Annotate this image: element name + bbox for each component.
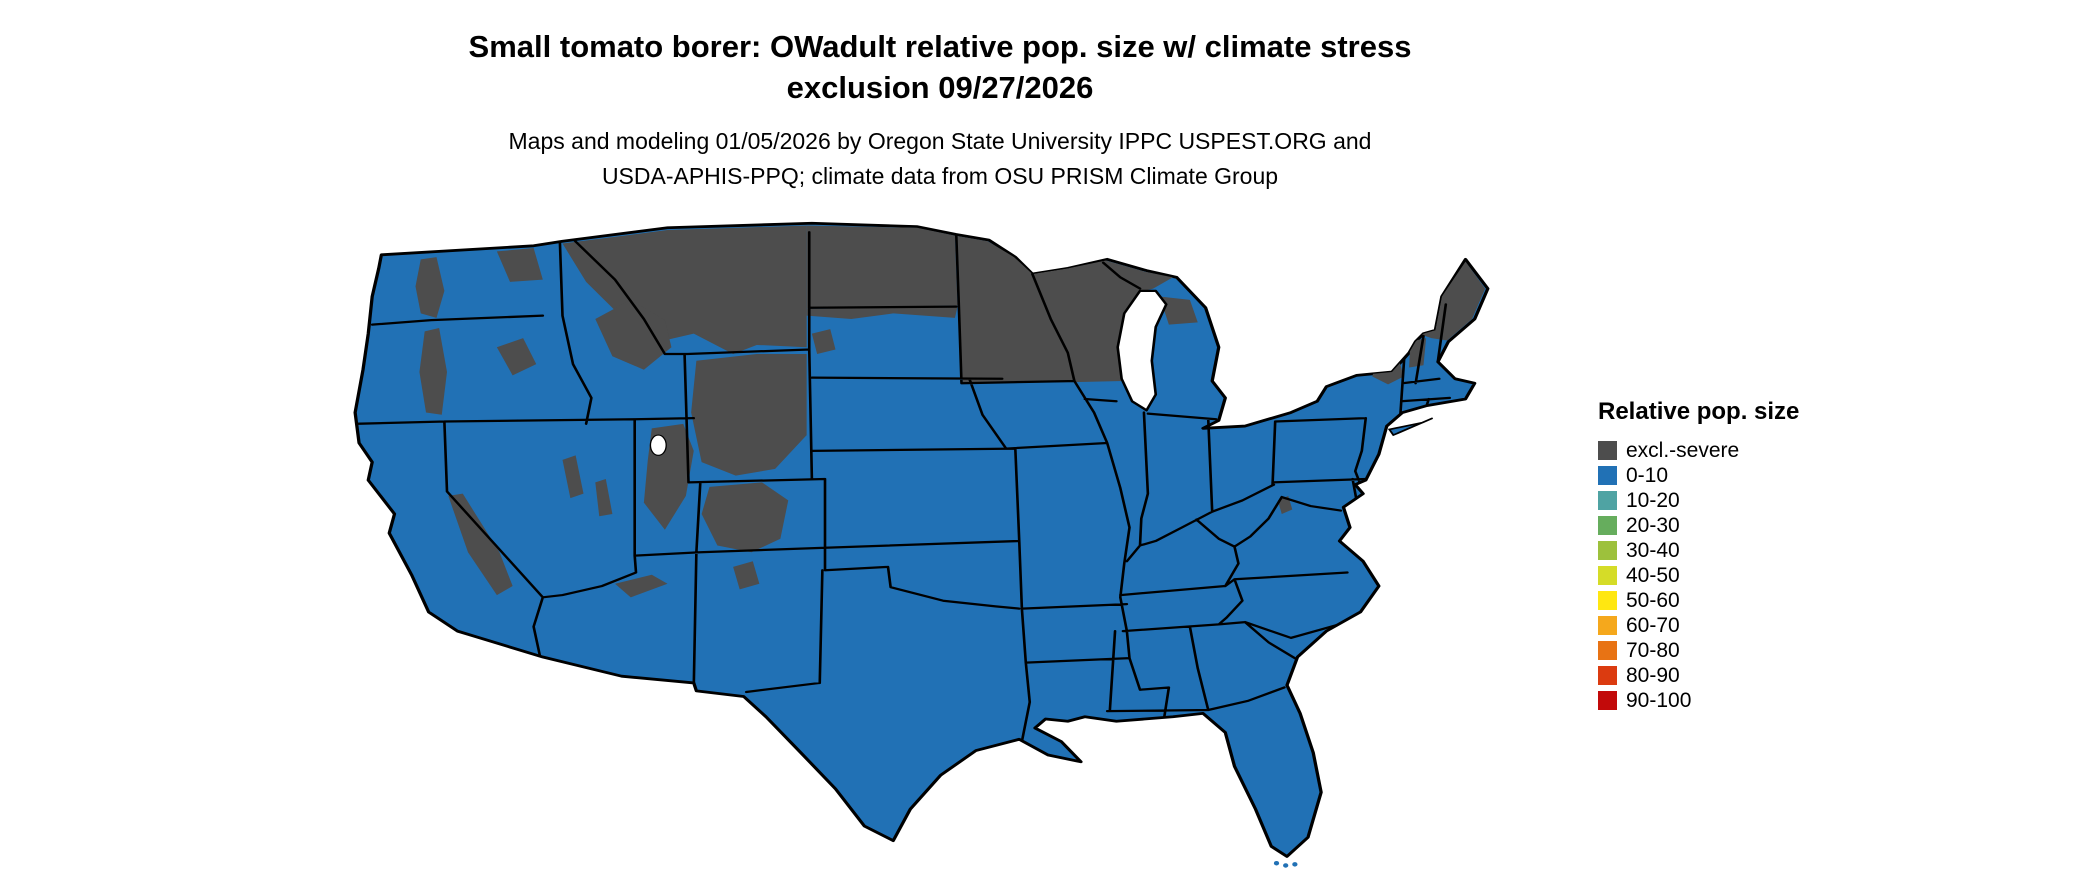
legend-swatch-50-60	[1598, 591, 1617, 610]
excluded-region-new-mexico-mountains	[733, 561, 760, 590]
legend-label-90-100: 90-100	[1626, 689, 1692, 712]
excluded-region-arizona-rim	[615, 574, 668, 598]
excluded-region-colorado-rockies	[701, 482, 789, 553]
legend-item-excl-severe: excl.-severe	[1598, 438, 1799, 463]
legend-item-0-10: 0-10	[1598, 463, 1799, 488]
legend-item-90-100: 90-100	[1598, 688, 1799, 713]
legend: Relative pop. size excl.-severe 0-10 10-…	[1598, 398, 1799, 713]
legend-swatch-90-100	[1598, 691, 1617, 710]
legend-label-40-50: 40-50	[1626, 564, 1680, 587]
excluded-region-black-hills	[811, 329, 836, 354]
excluded-region-idaho-mountains	[595, 299, 672, 370]
legend-item-20-30: 20-30	[1598, 513, 1799, 538]
legend-swatch-20-30	[1598, 516, 1617, 535]
excluded-region-north-dakota	[806, 225, 958, 309]
map-subtitle-line2: USDA-APHIS-PPQ; climate data from OSU PR…	[601, 163, 1279, 189]
lake-michigan	[1116, 289, 1168, 412]
legend-swatch-40-50	[1598, 566, 1617, 585]
legend-item-40-50: 40-50	[1598, 563, 1799, 588]
legend-item-60-70: 60-70	[1598, 613, 1799, 638]
excluded-region-montana	[562, 225, 807, 354]
excluded-region-nevada-ranges-2	[595, 479, 613, 517]
state-borders	[355, 231, 1452, 743]
us-base-region	[353, 221, 1490, 858]
excluded-region-wyoming	[691, 353, 807, 476]
legend-swatch-60-70	[1598, 616, 1617, 635]
legend-label-80-90: 80-90	[1626, 664, 1680, 687]
legend-label-10-20: 10-20	[1626, 489, 1680, 512]
legend-label-excl-severe: excl.-severe	[1626, 439, 1740, 462]
excluded-region-nevada-ranges-1	[562, 455, 584, 499]
map-subtitle-line1: Maps and modeling 01/05/2026 by Oregon S…	[508, 128, 1372, 154]
legend-label-30-40: 30-40	[1626, 539, 1680, 562]
excluded-region-maine	[1418, 261, 1486, 341]
excluded-region-michigan-north	[1159, 296, 1198, 325]
legend-item-70-80: 70-80	[1598, 638, 1799, 663]
map-subtitle: Maps and modeling 01/05/2026 by Oregon S…	[0, 124, 1880, 194]
legend-title: Relative pop. size	[1598, 398, 1800, 425]
legend-item-30-40: 30-40	[1598, 538, 1799, 563]
great-salt-lake	[649, 434, 667, 456]
legend-swatch-30-40	[1598, 541, 1617, 560]
excluded-region-south-dakota-strip	[806, 306, 958, 320]
legend-item-10-20: 10-20	[1598, 488, 1799, 513]
map-title-line2: exclusion 09/27/2026	[786, 70, 1094, 105]
legend-swatch-70-80	[1598, 641, 1617, 660]
excluded-region-sierra-nevada	[448, 493, 513, 596]
florida-keys	[1273, 860, 1298, 868]
excluded-region-oregon-blue-mountains	[496, 338, 537, 376]
excluded-region-oregon-cascades	[419, 328, 447, 415]
map-title-line1: Small tomato borer: OWadult relative pop…	[468, 29, 1412, 64]
excluded-region-washington-cascades	[415, 257, 445, 318]
legend-swatch-excl-severe	[1598, 441, 1617, 460]
us-map-container	[300, 212, 1560, 888]
legend-item-50-60: 50-60	[1598, 588, 1799, 613]
long-island	[1387, 417, 1434, 437]
legend-swatch-10-20	[1598, 491, 1617, 510]
legend-label-50-60: 50-60	[1626, 589, 1680, 612]
legend-label-20-30: 20-30	[1626, 514, 1680, 537]
legend-swatch-80-90	[1598, 666, 1617, 685]
legend-swatch-0-10	[1598, 466, 1617, 485]
excluded-severe-regions	[415, 225, 1486, 598]
legend-item-80-90: 80-90	[1598, 663, 1799, 688]
legend-label-70-80: 70-80	[1626, 639, 1680, 662]
us-map	[353, 221, 1490, 868]
legend-label-60-70: 60-70	[1626, 614, 1680, 637]
excluded-region-west-virginia-highlands	[1277, 495, 1293, 514]
excluded-region-washington-northeast	[496, 248, 543, 282]
legend-label-0-10: 0-10	[1626, 464, 1669, 487]
header: Small tomato borer: OWadult relative pop…	[0, 26, 1880, 194]
